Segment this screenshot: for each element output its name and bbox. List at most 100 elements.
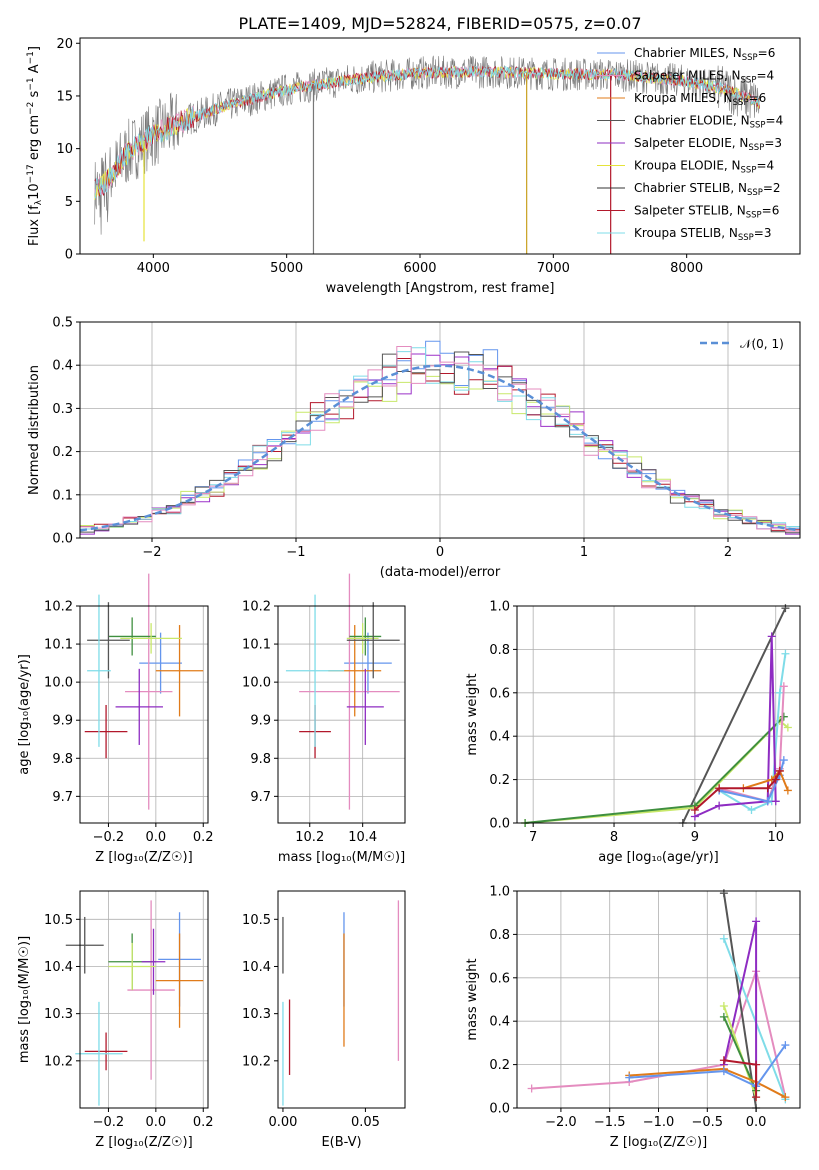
y-tick-label: 5 [65, 195, 73, 210]
legend-text: Salpeter MILES, N [634, 69, 741, 83]
gaussian-curve [80, 364, 800, 532]
y-tick-label: 0.5 [52, 316, 73, 331]
legend-sub: SSP [741, 76, 757, 86]
age-vs-mass-panel: 10.2 10.4 9.7 9.8 9.9 10.0 10.1 10.2 mass [log₁₀… [242, 573, 406, 865]
x-axis-label: mass [log₁₀(M/M☉)] [278, 850, 405, 865]
weight-marker [779, 712, 788, 721]
legend-text: Kroupa ELODIE, N [634, 159, 741, 173]
y-tick-label: 10.5 [44, 913, 73, 928]
y-tick-label: 0.6 [489, 971, 510, 986]
y-tick-label: 0.0 [489, 817, 510, 832]
y-tick-label: 10.3 [242, 1007, 271, 1022]
weight-series [722, 1016, 758, 1092]
x-axis-label: age [log₁₀(age/yr)] [598, 850, 719, 865]
weight-marker [783, 723, 792, 732]
y-tick-label: 0.3 [52, 402, 73, 417]
weight-series [722, 893, 758, 1109]
weight-series [743, 769, 789, 791]
x-tick-label: −1.0 [643, 1115, 675, 1130]
x-axis-label: Z [log₁₀(Z/Z☉)] [95, 850, 192, 865]
legend-text: Chabrier STELIB, N [634, 181, 747, 195]
y-label-part: ] [27, 46, 42, 51]
x-tick-label: 0.00 [268, 1115, 297, 1130]
weight-marker [527, 1084, 536, 1093]
y-tick-label: 0.4 [489, 1015, 510, 1030]
x-tick-label: 8000 [670, 261, 703, 276]
y-label-part: −17 [26, 164, 36, 183]
weight-marker [779, 756, 788, 765]
weight-marker [715, 784, 724, 793]
legend-label: Chabrier MILES, NSSP=6 [634, 46, 775, 63]
legend-sub: SSP [747, 188, 763, 198]
x-tick-label: −1.5 [594, 1115, 626, 1130]
legend-label: Kroupa STELIB, NSSP=3 [634, 226, 772, 243]
weight-vs-age-panel: 7 8 9 10 0.0 0.2 0.4 0.6 0.8 1.0 age [log₁₀(age/yr… [465, 600, 801, 865]
weight-marker [779, 682, 788, 691]
residuals-panel: −2 −1 0 1 2 0.0 0.1 0.2 0.3 0.4 0.5 (data-model)/er… [27, 316, 801, 580]
y-tick-label: 10.1 [44, 638, 73, 653]
y-tick-label: 9.8 [52, 752, 73, 767]
legend-label: Salpeter ELODIE, NSSP=3 [634, 136, 782, 153]
x-tick-label: 10 [767, 830, 784, 845]
y-tick-label: 9.8 [250, 752, 271, 767]
figure-title: PLATE=1409, MJD=52824, FIBERID=0575, z=0… [238, 14, 641, 33]
y-axis-label: mass [log₁₀(M/M☉)] [17, 936, 32, 1063]
legend-label: Kroupa MILES, NSSP=6 [634, 91, 766, 108]
y-label-part: λ [34, 199, 44, 205]
x-tick-label: −0.2 [93, 830, 125, 845]
weight-marker [781, 604, 790, 613]
y-tick-label: 10.2 [242, 1054, 271, 1069]
weight-marker [781, 649, 790, 658]
x-axis-label: E(B-V) [321, 1135, 361, 1150]
axes-frame [79, 37, 801, 255]
legend-label: 𝒩(0, 1) [740, 337, 784, 351]
weight-series [718, 686, 785, 803]
x-tick-label: 7000 [537, 261, 570, 276]
legend-eq: =4 [756, 159, 774, 173]
y-tick-label: 0.0 [489, 1102, 510, 1117]
axes-frame [516, 605, 801, 824]
legend-sub: SSP [746, 211, 762, 221]
weight-marker [625, 1073, 634, 1082]
x-tick-label: 0.0 [146, 830, 167, 845]
x-tick-label: −2.0 [545, 1115, 577, 1130]
weight-vs-Z-panel: −2.0 −1.5 −1.0 −0.5 0.0 0.0 0.2 0.4 0.6 0.8 1.0 Z [… [465, 885, 801, 1150]
x-tick-label: 0.2 [193, 1115, 214, 1130]
spectrum-panel: 4000 5000 6000 7000 8000 0 5 10 15 20 wavelength [… [26, 37, 801, 296]
weight-marker [719, 1067, 728, 1076]
weight-marker [715, 801, 724, 810]
legend-label: Chabrier STELIB, NSSP=2 [634, 181, 781, 198]
weight-marker [690, 805, 699, 814]
x-tick-label: 0.0 [746, 1115, 767, 1130]
legend-eq: =6 [758, 46, 776, 60]
legend-sub: SSP [748, 143, 764, 153]
age-vs-Z-panel: −0.2 0.0 0.2 9.7 9.8 9.9 10.0 10.1 10.2 Z [log₁₀(… [17, 573, 214, 865]
weight-marker [771, 797, 780, 806]
weight-series [681, 607, 787, 824]
weight-marker [775, 766, 784, 775]
spectrum-lines [94, 55, 760, 254]
legend-sub: SSP [738, 233, 754, 243]
weight-marker [752, 917, 761, 926]
weight-marker [719, 1002, 728, 1011]
y-tick-label: 10.4 [242, 960, 271, 975]
y-axis-label: mass weight [465, 958, 480, 1040]
x-tick-label: 8 [610, 830, 618, 845]
x-tick-label: 6000 [403, 261, 436, 276]
x-tick-label: −0.5 [692, 1115, 724, 1130]
y-tick-label: 1.0 [489, 885, 510, 900]
legend-eq: =3 [754, 226, 772, 240]
weight-marker [771, 775, 780, 784]
y-tick-label: 10.4 [44, 960, 73, 975]
y-tick-label: 0.2 [489, 1058, 510, 1073]
legend-eq: =6 [762, 204, 780, 218]
y-tick-label: 10.2 [44, 600, 73, 615]
y-tick-label: 9.7 [250, 790, 271, 805]
legend-sub: SSP [742, 53, 758, 63]
y-tick-label: 0.2 [52, 445, 73, 460]
x-axis-label: (data-model)/error [380, 565, 501, 580]
y-tick-label: 15 [56, 89, 73, 104]
legend-label: Salpeter MILES, NSSP=4 [634, 69, 774, 86]
